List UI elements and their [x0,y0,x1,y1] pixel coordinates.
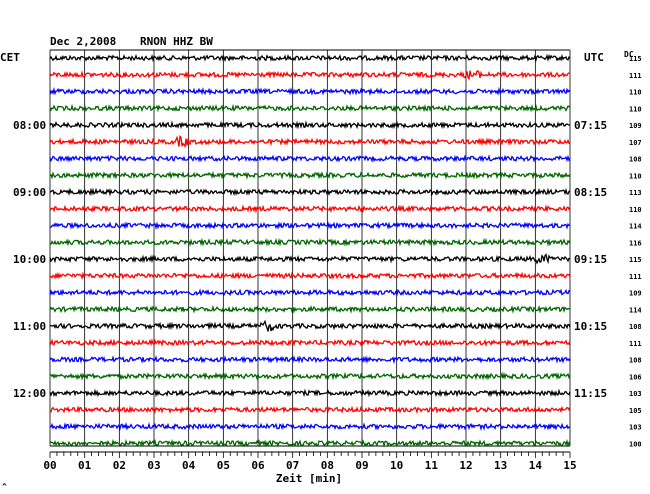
trace-line [49,187,571,197]
dc-value: 109 [629,290,642,298]
trace-line [49,338,571,348]
corner-mark: ^ [2,482,7,491]
utc-hour-label: 07:15 [574,119,607,132]
cet-hour-label: 12:00 [13,387,46,400]
dc-value: 114 [629,223,642,231]
trace-line [49,120,571,130]
trace-line [49,438,571,448]
x-tick-label: 08 [321,459,334,472]
cet-hour-label: 08:00 [13,119,46,132]
dc-value: 116 [629,239,642,247]
minute-grid [49,49,571,447]
x-axis-title: Zeit [min] [276,472,342,485]
dc-value: 110 [629,89,642,97]
dc-value: 110 [629,105,642,113]
trace-line [49,154,571,163]
x-tick-label: 02 [113,459,126,472]
trace-line [49,53,571,63]
station-label: RNON HHZ BW [140,35,213,48]
cet-hour-label: 11:00 [13,320,46,333]
trace-line [49,103,571,113]
x-tick-label: 12 [459,459,472,472]
header: Dec 2,2008 RNON HHZ BW [50,35,213,48]
trace-line [49,204,571,214]
x-tick-label: 06 [251,459,265,472]
trace-line [49,304,571,314]
trace-line [50,221,571,231]
trace-line [49,86,571,97]
trace-line [49,253,571,265]
dc-value: 110 [629,172,642,180]
dc-value: 105 [629,407,642,415]
x-tick-label: 03 [147,459,160,472]
utc-hour-labels: 07:15 08:15 09:15 10:15 11:15 [574,119,607,400]
dc-value: 111 [629,72,642,80]
x-tick-label: 14 [529,459,543,472]
utc-hour-label: 10:15 [574,320,607,333]
dc-value: 113 [629,189,642,197]
trace-line [49,170,571,180]
trace-line [49,422,571,432]
trace-line [49,70,570,81]
dc-values: 115 111 110 110 109 107 108 110 113 110 114 116 115 1… [629,55,642,448]
x-tick-label: 01 [78,459,92,472]
utc-label: UTC [584,51,604,64]
trace-line [49,319,571,332]
dc-value: 115 [629,55,642,63]
trace-line [49,371,571,381]
dc-value: 108 [629,323,642,331]
date-label: Dec 2,2008 [50,35,116,48]
dc-value: 111 [629,340,642,348]
x-axis: 00 01 02 03 04 05 06 07 08 09 10 11 12 13 14 15 [43,451,577,472]
dc-label: DC [624,50,634,59]
dc-value: 111 [629,273,642,281]
utc-hour-label: 08:15 [574,186,607,199]
dc-value: 100 [629,440,642,448]
x-tick-label: 10 [390,459,403,472]
dc-value: 109 [629,122,642,130]
trace-line [49,388,571,398]
utc-hour-label: 11:15 [574,387,607,400]
trace-line [49,287,571,297]
cet-hour-labels: 08:00 09:00 10:00 11:00 12:00 [13,119,46,400]
x-tick-label: 13 [494,459,507,472]
dc-value: 108 [629,357,642,365]
dc-value: 106 [629,373,642,381]
trace-line [49,355,571,365]
dc-value: 103 [629,424,642,432]
dc-value: 110 [629,206,642,214]
x-tick-label: 11 [425,459,439,472]
x-tick-label: 00 [43,459,56,472]
trace-line [49,135,571,149]
dc-value: 108 [629,156,642,164]
trace-line [49,271,571,281]
x-tick-label: 09 [355,459,368,472]
x-tick-label: 05 [217,459,230,472]
trace-line [49,237,571,247]
x-tick-label: 07 [286,459,299,472]
trace-line [49,405,571,415]
utc-hour-label: 09:15 [574,253,607,266]
traces [49,53,571,448]
x-tick-label: 04 [182,459,196,472]
dc-value: 115 [629,256,642,264]
cet-label: CET [0,51,20,64]
dc-value: 107 [629,139,642,147]
x-tick-label: 15 [563,459,576,472]
cet-hour-label: 10:00 [13,253,46,266]
dc-value: 103 [629,390,642,398]
dc-value: 114 [629,306,642,314]
cet-hour-label: 09:00 [13,186,46,199]
